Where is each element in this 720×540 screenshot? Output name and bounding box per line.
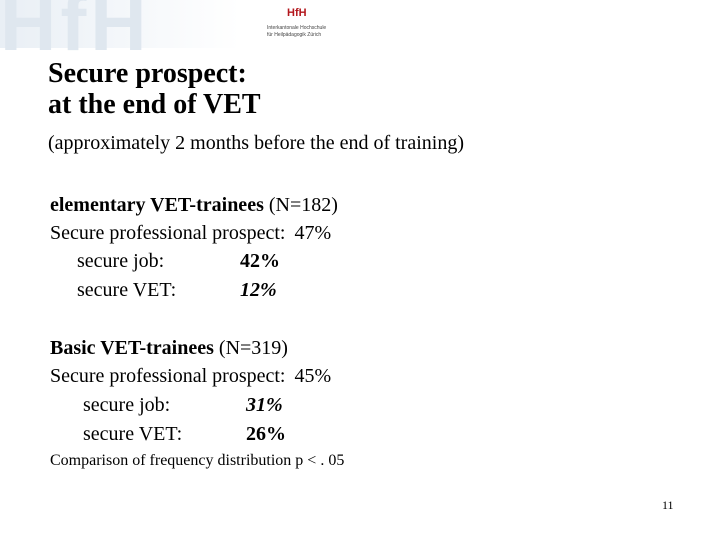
section-heading: Basic VET-trainees (N=319) (50, 337, 288, 360)
heading: Basic VET-trainees (50, 337, 214, 359)
item-value: 42% (240, 250, 280, 272)
label: Secure professional prospect: (50, 222, 286, 244)
label: Secure professional prospect: (50, 365, 286, 387)
sample-size: (N=182) (268, 194, 338, 216)
item-label: secure VET: (83, 423, 183, 445)
page-number: 11 (662, 498, 674, 512)
item-value: 31% (246, 394, 283, 416)
subtitle: (approximately 2 months before the end o… (48, 132, 464, 154)
item-value: 12% (240, 279, 277, 301)
heading: elementary VET-trainees (50, 194, 264, 216)
item-label: secure job: (83, 394, 171, 416)
logo-text: für Heilpädagogik Zürich (267, 32, 322, 38)
title: Secure prospect: (48, 58, 247, 89)
item-value: 26% (246, 423, 286, 445)
item-label: secure job: (77, 250, 165, 272)
value: 47% (294, 222, 332, 244)
item-label: secure VET: (77, 279, 177, 301)
footnote: Comparison of frequency distribution p <… (50, 452, 345, 469)
logo-watermark: HfH (0, 0, 151, 67)
logo-band (0, 0, 240, 48)
logo-mark: HfH (287, 7, 307, 19)
value: 45% (294, 365, 332, 387)
title: at the end of VET (48, 89, 261, 120)
prospect-line: Secure professional prospect: 45% (50, 365, 331, 388)
sample-size: (N=319) (218, 337, 288, 359)
section-heading: elementary VET-trainees (N=182) (50, 194, 338, 217)
logo-text: Interkantonale Hochschule (267, 25, 327, 31)
prospect-line: Secure professional prospect: 47% (50, 222, 331, 245)
